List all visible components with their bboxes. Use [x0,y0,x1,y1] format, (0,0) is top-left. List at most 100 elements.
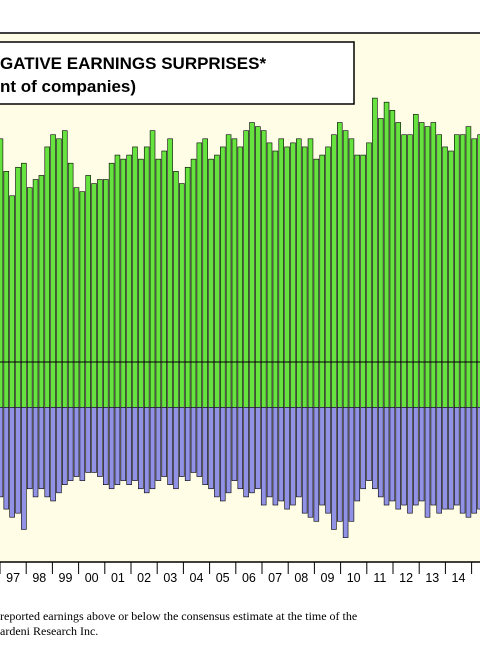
negative-bar [290,407,296,506]
x-tick-label: 09 [321,571,335,585]
negative-bar [424,407,431,518]
positive-bar [278,138,284,408]
positive-bar [173,171,179,408]
positive-bar [284,146,290,408]
negative-bar [138,407,144,490]
positive-bar [32,179,39,408]
negative-bar [214,407,220,498]
negative-bar [284,407,290,510]
positive-bar [448,150,454,408]
negative-bar [278,407,284,502]
negative-bar [120,407,127,481]
positive-bar [97,179,103,408]
negative-bar [272,407,279,506]
positive-bar [389,110,396,408]
footnote-line-2: ardeni Research Inc. [0,624,99,638]
negative-bar [360,407,366,490]
negative-bar [301,407,308,514]
negative-bar [395,407,401,510]
positive-bar [190,158,197,408]
positive-bar [477,134,480,408]
negative-bar [237,407,244,490]
negative-bar [173,407,179,490]
negative-bar [348,407,355,522]
negative-bar [225,407,232,494]
positive-bar [120,158,127,408]
positive-bar [3,171,10,408]
x-tick-label: 03 [163,571,177,585]
chart-subtitle: nt of companies) [0,77,136,96]
x-tick-label: 99 [59,571,73,585]
negative-bar [401,407,407,506]
positive-bar [26,187,33,408]
x-tick-label: 13 [425,571,439,585]
negative-bar [143,407,150,494]
positive-bar [307,138,314,408]
positive-bar [331,134,337,408]
negative-bar [372,407,378,490]
positive-bar [155,158,162,408]
negative-bar [354,407,361,502]
x-tick-label: 98 [32,571,46,585]
positive-bar [0,138,4,408]
negative-bar [184,407,191,481]
x-tick-label: 07 [268,571,282,585]
negative-bar [67,407,74,481]
positive-bar [459,134,466,408]
positive-bar [67,162,74,408]
positive-bar [167,138,173,408]
positive-bar [38,175,45,408]
negative-bar [108,407,115,490]
negative-bar [325,407,331,514]
negative-bar [103,407,109,485]
positive-bar [342,130,349,408]
negative-bar [38,407,45,490]
negative-bar [179,407,185,477]
negative-bar [26,407,33,490]
negative-bar [126,407,132,485]
negative-bar [3,407,10,510]
positive-bar [56,138,62,408]
negative-bar [389,407,396,502]
positive-bar [442,146,448,408]
negative-bar [155,407,162,481]
positive-bar [377,118,384,408]
positive-bar [413,114,419,408]
positive-bar [149,130,156,408]
positive-bar [132,146,138,408]
bars-group [0,97,480,538]
positive-bar [296,138,302,408]
positive-bar [372,97,378,408]
negative-bar [260,407,267,506]
positive-bar [85,175,91,408]
negative-bar [465,407,472,518]
x-tick-label: 08 [294,571,308,585]
negative-bar [413,407,419,506]
x-tick-label: 06 [242,571,256,585]
x-tick-label: 02 [137,571,151,585]
negative-bar [56,407,62,494]
negative-bar [471,407,478,514]
positive-bar [138,158,144,408]
negative-bar [149,407,156,490]
negative-bar [336,407,343,522]
positive-bar [366,142,372,408]
positive-bar [301,146,308,408]
negative-bar [32,407,39,498]
negative-bar [0,407,4,498]
positive-bar [243,130,249,408]
positive-bar [114,154,121,408]
positive-bar [73,187,80,408]
positive-bar [313,158,320,408]
positive-bar [62,130,68,408]
negative-bar [196,407,203,477]
x-tick-label: 04 [190,571,204,585]
negative-bar [249,407,255,494]
negative-bar [383,407,390,506]
positive-bar [196,142,203,408]
positive-bar [225,134,232,408]
negative-bar [331,407,337,530]
negative-bar [202,407,208,485]
positive-bar [272,150,279,408]
negative-bar [85,407,91,473]
